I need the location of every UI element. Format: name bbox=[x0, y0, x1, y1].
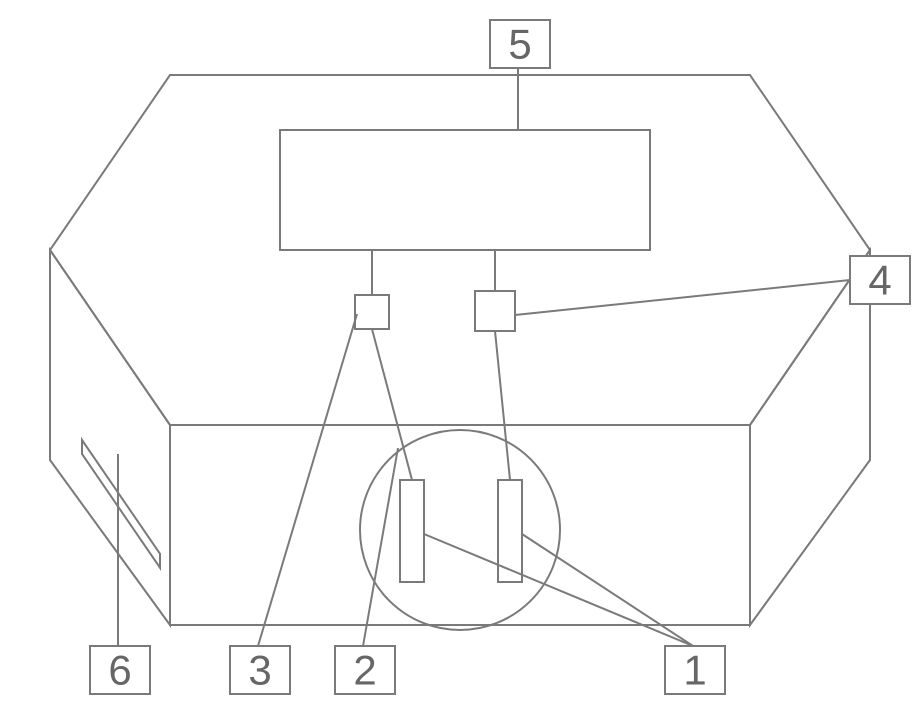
small-box-right bbox=[475, 291, 515, 331]
connector-right-to-slot bbox=[495, 331, 510, 480]
label-text-l1: 1 bbox=[683, 647, 706, 694]
label-text-l6: 6 bbox=[108, 647, 131, 694]
small-box-left bbox=[355, 295, 389, 329]
hex-front-center-face bbox=[170, 425, 750, 625]
label-text-l5: 5 bbox=[508, 21, 531, 68]
label-text-l2: 2 bbox=[353, 647, 376, 694]
label-text-l3: 3 bbox=[248, 647, 271, 694]
leader-l4-0 bbox=[515, 280, 850, 315]
front-circle bbox=[360, 430, 560, 630]
leader-l1-0 bbox=[522, 534, 693, 646]
hex-front-right-face bbox=[750, 250, 870, 625]
leader-l3-0 bbox=[258, 314, 357, 646]
side-slot bbox=[82, 440, 160, 568]
label-text-l4: 4 bbox=[868, 257, 891, 304]
top-box bbox=[280, 130, 650, 250]
hex-front-left-face bbox=[50, 250, 170, 625]
diagram-canvas: 5 4 1 2 3 6 bbox=[0, 0, 924, 724]
leader-l2-0 bbox=[363, 448, 398, 646]
slot-left bbox=[400, 480, 424, 582]
